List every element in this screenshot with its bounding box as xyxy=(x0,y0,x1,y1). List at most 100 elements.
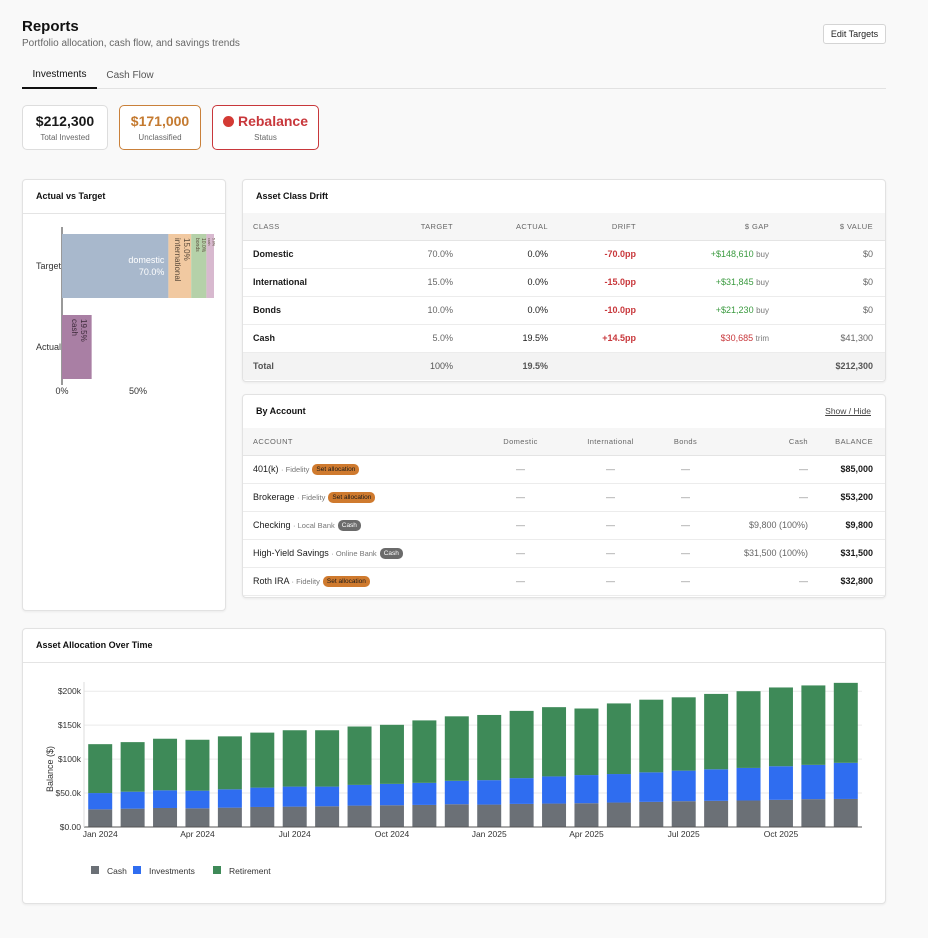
bonds-cell: — xyxy=(663,567,708,596)
allocation-badge[interactable]: Cash xyxy=(379,547,403,559)
kpi-label: Unclassified xyxy=(138,133,182,142)
international-cell: — xyxy=(558,483,663,512)
actual-cell: 0.0% xyxy=(453,240,548,269)
x-tick-label: Oct 2024 xyxy=(375,829,410,839)
legend-swatch xyxy=(133,866,141,874)
bar-investments xyxy=(250,787,275,807)
table-row[interactable]: High-Yield Savings · Online Bank Cash — — — $… xyxy=(243,539,885,568)
bar-cash xyxy=(185,808,210,827)
gap-amount: +$148,610 xyxy=(710,249,754,259)
table-row: Domestic 70.0% 0.0% -70.0pp +$148,610 buy $0 xyxy=(243,240,885,269)
allocation-badge[interactable]: Cash xyxy=(337,519,361,531)
segment-name-label: domestic xyxy=(128,255,165,265)
bar-cash xyxy=(477,804,502,827)
show-hide-toggle[interactable]: Show / Hide xyxy=(825,406,871,416)
drift-cell: -70.0pp xyxy=(548,240,636,269)
legend-swatch xyxy=(91,866,99,874)
bar-retirement xyxy=(185,739,210,791)
tab-investments[interactable]: Investments xyxy=(22,62,97,89)
value-cell: $41,300 xyxy=(769,324,885,353)
tab-cash-flow[interactable]: Cash Flow xyxy=(106,70,154,81)
account-name: Roth IRA xyxy=(253,575,290,586)
target-cell: 70.0% xyxy=(373,240,453,269)
account-institution: · Online Bank xyxy=(331,548,377,558)
account-institution: · Fidelity xyxy=(291,576,320,586)
domestic-cell: — xyxy=(483,483,558,512)
bar-cash xyxy=(88,809,113,827)
gap-amount: +$21,230 xyxy=(715,305,754,315)
balance-cell: $9,800 xyxy=(808,511,885,540)
international-cell: — xyxy=(558,455,663,484)
bar-investments xyxy=(477,780,502,805)
allocation-badge[interactable]: Set allocation xyxy=(312,463,360,475)
col-cash: Cash xyxy=(708,428,808,456)
kpi-value: $212,300 xyxy=(35,113,95,129)
bar-investments xyxy=(153,790,178,808)
cash-cell: $9,800 (100%) xyxy=(708,511,808,540)
card-title: By Account xyxy=(256,406,306,416)
gap-amount: +$31,845 xyxy=(715,277,754,287)
balance-cell: $53,200 xyxy=(808,483,885,512)
kpi-unclassified: $171,000 Unclassified xyxy=(119,105,201,150)
bar-retirement xyxy=(315,730,340,787)
bar-investments xyxy=(768,766,793,800)
allocation-chart: $0.00 $50.0k $100k $150k $200k Jan 2024 Apr 20… xyxy=(45,682,862,876)
bar-retirement xyxy=(704,693,729,770)
kpi-value: $171,000 xyxy=(130,113,190,129)
page-subtitle: Portfolio allocation, cash flow, and sav… xyxy=(22,38,240,49)
table-row: Bonds 10.0% 0.0% -10.0pp +$21,230 buy $0 xyxy=(243,296,885,325)
table-row[interactable]: Roth IRA · Fidelity Set allocation — — — — $32… xyxy=(243,567,885,596)
account-cell: High-Yield Savings · Online Bank Cash xyxy=(243,539,483,568)
account-institution: · Fidelity xyxy=(281,464,310,474)
bar-investments xyxy=(574,775,599,804)
account-cell: Brokerage · Fidelity Set allocation xyxy=(243,483,483,512)
bar-retirement xyxy=(736,691,761,768)
bar-investments xyxy=(412,782,437,805)
table-row[interactable]: Brokerage · Fidelity Set allocation — — — — $5… xyxy=(243,483,885,512)
bar-segment-bonds xyxy=(191,234,207,298)
class-cell: Bonds xyxy=(243,296,373,325)
bar-retirement xyxy=(606,703,631,775)
kpi-status: Rebalance Status xyxy=(212,105,319,150)
edit-targets-button[interactable]: Edit Targets xyxy=(823,24,886,44)
x-tick-label: Oct 2025 xyxy=(764,829,799,839)
domestic-cell: — xyxy=(483,539,558,568)
card-title: Actual vs Target xyxy=(36,191,106,201)
bar-cash xyxy=(282,806,307,827)
y-tick-label: $200k xyxy=(58,686,82,696)
bar-investments xyxy=(282,786,307,807)
col-drift: DRIFT xyxy=(548,213,636,241)
cash-cell: — xyxy=(708,567,808,596)
gap-cell: $30,685 trim xyxy=(636,324,769,353)
value-cell: $0 xyxy=(769,268,885,297)
x-tick-label: Jul 2024 xyxy=(279,829,311,839)
bar-cash xyxy=(509,803,534,827)
legend-label: Cash xyxy=(107,866,127,876)
x-tick-label: 0% xyxy=(55,386,68,396)
target-cell: 5.0% xyxy=(373,324,453,353)
total-value: $212,300 xyxy=(769,352,885,380)
account-cell: Roth IRA · Fidelity Set allocation xyxy=(243,567,483,596)
table-row: International 15.0% 0.0% -15.0pp +$31,845 bu… xyxy=(243,268,885,297)
international-cell: — xyxy=(558,539,663,568)
allocation-badge[interactable]: Set allocation xyxy=(322,575,370,587)
x-tick-label: Jul 2025 xyxy=(668,829,700,839)
table-row[interactable]: Checking · Local Bank Cash — — — $9,800 (100%… xyxy=(243,511,885,540)
actual-vs-target-chart: Target domestic 70.0% international 15.0% bon… xyxy=(36,227,216,396)
bonds-cell: — xyxy=(663,483,708,512)
bar-cash xyxy=(250,806,275,827)
actual-cell: 19.5% xyxy=(453,324,548,353)
x-tick-label: Apr 2024 xyxy=(180,829,215,839)
bar-investments xyxy=(509,778,534,804)
bonds-cell: — xyxy=(663,539,708,568)
allocation-badge[interactable]: Set allocation xyxy=(328,491,376,503)
bar-cash xyxy=(542,803,567,827)
allocation-over-time-card: Asset Allocation Over Time $0.00 $50.0k $1… xyxy=(22,628,886,904)
account-cell: 401(k) · Fidelity Set allocation xyxy=(243,455,483,484)
actual-vs-target-card: Actual vs Target Target domestic 70.0% inte… xyxy=(22,179,226,611)
balance-cell: $32,800 xyxy=(808,567,885,596)
segment-name-label: cash xyxy=(207,238,211,245)
table-row[interactable]: 401(k) · Fidelity Set allocation — — — — $85,0… xyxy=(243,455,885,484)
cash-cell: — xyxy=(708,455,808,484)
bar-retirement xyxy=(509,710,534,779)
